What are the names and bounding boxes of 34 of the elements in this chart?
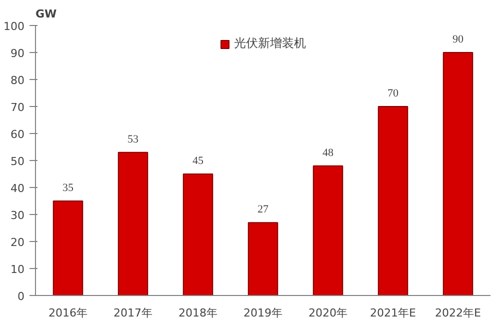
data-label: 35 bbox=[62, 182, 74, 194]
data-label: 70 bbox=[388, 88, 399, 100]
bar bbox=[182, 174, 214, 296]
y-tick-label: 0 bbox=[18, 290, 24, 303]
data-label: 90 bbox=[452, 34, 464, 46]
bar bbox=[248, 222, 278, 296]
bar bbox=[118, 152, 148, 296]
x-tick-label: 2016年 bbox=[48, 306, 88, 320]
x-tick-label: 2022年E bbox=[435, 306, 482, 320]
data-label: 53 bbox=[128, 133, 139, 146]
bar bbox=[442, 52, 474, 296]
y-tick-label: 10 bbox=[10, 263, 25, 276]
y-tick-label: 70 bbox=[10, 101, 25, 114]
y-tick-label: 20 bbox=[10, 236, 25, 249]
x-tick-label: 2020年 bbox=[308, 306, 348, 320]
x-tick-label: 2017年 bbox=[114, 306, 153, 320]
bar bbox=[378, 106, 408, 296]
bar bbox=[52, 200, 84, 296]
legend-label: 光伏新增装机 bbox=[234, 35, 306, 52]
y-tick-label: 50 bbox=[10, 155, 25, 168]
y-tick-label: 60 bbox=[10, 128, 25, 141]
data-label: 45 bbox=[192, 155, 204, 167]
data-label: 48 bbox=[322, 146, 334, 159]
y-axis-title: GW bbox=[36, 8, 57, 20]
y-tick-label: 80 bbox=[10, 74, 25, 87]
x-tick-label: 2019年 bbox=[244, 306, 283, 320]
y-tick-label: 30 bbox=[10, 209, 25, 222]
data-label: 27 bbox=[258, 204, 269, 216]
y-tick-label: 100 bbox=[4, 20, 25, 33]
x-tick-label: 2021年E bbox=[370, 306, 416, 320]
y-tick-label: 40 bbox=[10, 182, 25, 195]
bar bbox=[312, 165, 344, 296]
x-tick-label: 2018年 bbox=[178, 306, 218, 320]
y-tick-label: 90 bbox=[10, 47, 25, 60]
